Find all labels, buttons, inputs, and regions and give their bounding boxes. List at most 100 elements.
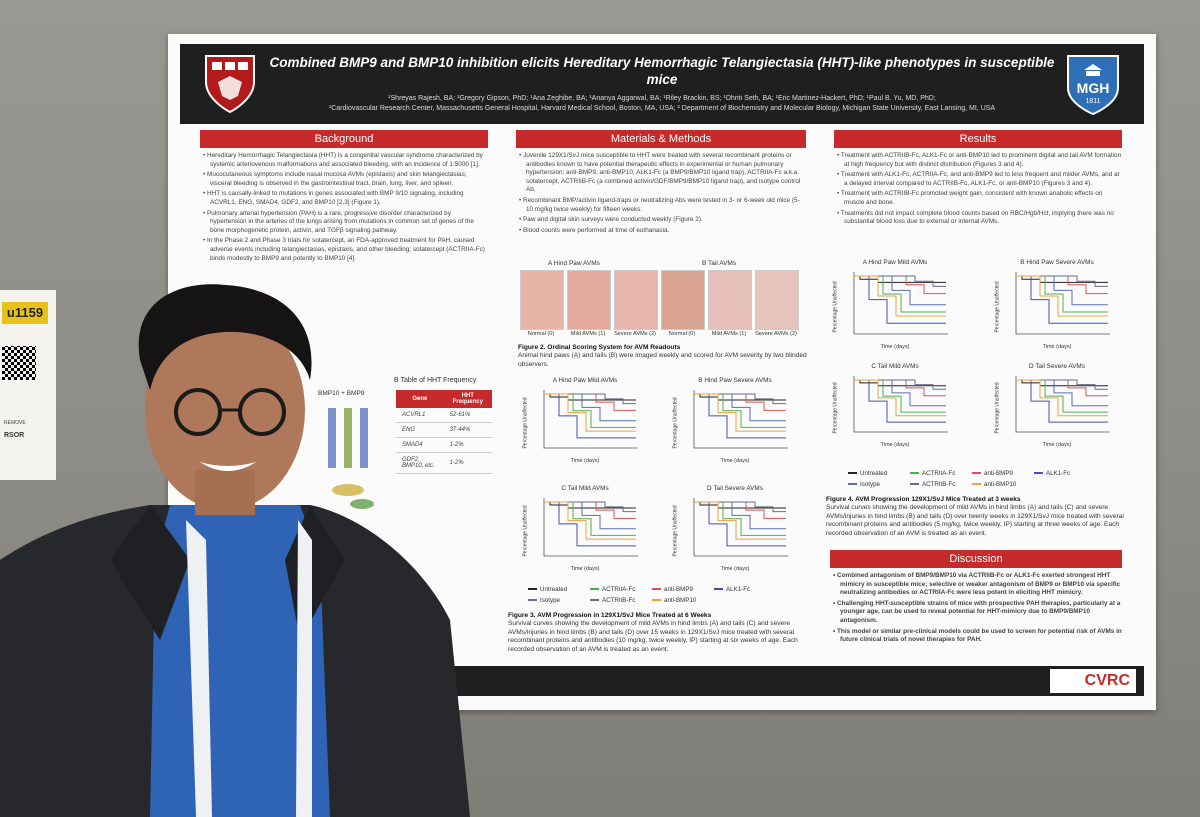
legend-entry: anti-BMP9 [652,586,693,593]
bullet-item: • Paw and digital skin surveys were cond… [519,216,703,224]
fig3-caption-title: Figure 3. AVM Progression in 129X1/SvJ M… [508,612,712,619]
table-cell: GDF2, BMP10, etc. [396,452,444,474]
plot-title: C Tail Mild AVMs [871,363,919,370]
legend-entry: Isotype [528,597,560,604]
plot-title: A Hind Paw Mild AVMs [552,377,618,384]
fig3-caption: Figure 3. AVM Progression in 129X1/SvJ M… [508,612,808,654]
fig2-b-title: B Tail AVMs [702,260,737,267]
legend-entry: anti-BMP10 [652,597,696,604]
survival-curve [544,501,636,513]
plot-xlabel: Time (days) [570,458,600,464]
plot-title: B Hind Paw Severe AVMs [698,377,772,384]
plot-title: A Hind Paw Mild AVMs [862,259,928,266]
fig2-photo-label: Mild AVMs (1) [711,331,747,337]
survival-curve [1016,379,1108,390]
bullet-item: • Treatments did not impact complete blo… [837,209,1114,226]
plot-xlabel: Time (days) [720,458,750,464]
survival-plot: D Tail Severe AVMs Time (days) Percentage … [673,485,790,572]
legend-entry: Isotype [848,481,880,488]
fig4-caption-title: Figure 4. AVM Progression 129X1/SvJ Mice… [826,496,1021,503]
fig2-photo-label: Severe AVMs (2) [614,331,656,337]
survival-curve [544,393,636,405]
legend-entry: anti-BMP10 [972,481,1016,488]
survival-curve [854,379,946,390]
legend-entry: anti-BMP9 [972,470,1013,477]
fig2-photo [755,270,799,330]
cvrc-logo: CVRC [1050,669,1136,693]
sign-tag: RSOR [4,432,25,439]
fig3-caption-text: Survival curves showing the development … [508,620,798,653]
discussion-bullets: • Combined antagonism of BMP9/BMP10 via … [832,572,1122,647]
fig4-caption-text: Survival curves showing the development … [826,504,1124,537]
plot-xlabel: Time (days) [570,566,600,572]
legend-entry: ACTRIIB-Fc [590,597,635,604]
survival-curve [854,275,946,287]
fig4-legend: Untreated ACTRIIA-Fc anti-BMP9 ALK1-Fc Isoty… [848,470,1128,492]
fig2-caption-text: Animal hind paws (A) and tails (B) were … [518,352,807,368]
survival-plot: D Tail Severe AVMs Time (days) Percentage … [995,363,1112,448]
plot-xlabel: Time (days) [880,344,910,350]
fig2-photo-label: Normal (0) [668,331,696,337]
fig2-caption: Figure 2. Ordinal Scoring System for AVM… [518,344,808,369]
legend-entry: ALK1-Fc [714,586,750,593]
author-list: ¹Shreyas Rajesh, BA; ¹Gregory Gipson, Ph… [388,95,936,102]
legend-entry: ACTRIIA-Fc [910,470,955,477]
survival-plot: B Hind Paw Severe AVMs Time (days) Percent… [673,377,790,464]
plot-axes [1015,376,1110,433]
table-row: ACVRL1 52-61% [396,408,492,423]
fig2-photo [614,270,658,330]
bullet-item: • Treatment with ALK1-Fc, ACTRIIA-Fc, an… [837,171,1120,187]
fig2-caption-title: Figure 2. Ordinal Scoring System for AVM… [518,344,681,351]
table-col-frequency: HHT Frequency [443,390,492,408]
bullet-item: • Mucocutaneous symptoms include nasal m… [203,171,467,187]
bullet-item: • Hereditary Hemorrhagic Telangiectasia … [203,152,483,168]
plot-canvas [543,390,638,449]
plot-axes [543,390,638,449]
plot-axes [853,272,948,335]
plot-canvas [693,498,788,557]
fig3-legend: Untreated ACTRIIA-Fc anti-BMP9 ALK1-Fc Isoty… [528,586,808,608]
harvard-shield-icon [205,55,255,114]
survival-plot: A Hind Paw Mild AVMs Time (days) Percentag… [523,377,640,464]
plot-title: D Tail Severe AVMs [707,485,763,492]
legend-entry: ACTRIIB-Fc [910,481,955,488]
bullet-item: • This model or similar pre-clinical mod… [833,627,1122,644]
methods-heading: Materials & Methods [516,130,806,148]
table-col-gene: Gene [396,390,444,408]
mgh-logo: MGH 1811 [1064,54,1122,116]
survival-plot: A Hind Paw Mild AVMs Time (days) Percentag… [833,259,950,350]
bullet-item: • Recombinant BMP/activin ligand-traps o… [519,196,800,213]
survival-curve [694,501,786,540]
table-row: SMAD4 1-2% [396,437,492,453]
bullet-item: • Treatment with ACTRIIB-Fc, ALK1-Fc or … [837,152,1122,168]
survival-curve [544,501,636,540]
legend-entry: ALK1-Fc [1034,470,1070,477]
qr-code [2,346,36,380]
table-heading: B Table of HHT Frequency [394,377,477,384]
plot-xlabel: Time (days) [1042,442,1072,448]
plot-axes [693,498,788,557]
plot-canvas [543,498,638,557]
fig2-photo [708,270,752,330]
bullet-item: • HHT is causally-linked to mutations in… [203,190,464,206]
bullet-item: • Combined antagonism of BMP9/BMP10 via … [833,572,1121,597]
methods-bullets: • Juvenile 129X1/SvJ mice susceptible to… [518,152,806,237]
background-heading: Background [200,130,488,148]
plot-canvas [853,272,948,335]
survival-curve [854,379,946,417]
fig4-caption: Figure 4. AVM Progression 129X1/SvJ Mice… [826,496,1126,538]
bullet-item: • Blood counts were performed at time of… [519,226,670,234]
bullet-item: • In the Phase 2 and Phase 3 trials for … [203,237,485,262]
bullet-item: • Pulmonary arterial hypertension (PAH) … [203,209,474,234]
survival-curve [694,393,786,405]
plot-xlabel: Time (days) [720,566,750,572]
survival-plot: B Hind Paw Severe AVMs Time (days) Percent… [995,259,1112,350]
plot-xlabel: Time (days) [880,442,910,448]
sign-number: u1159 [2,302,48,324]
survival-curve [854,275,946,317]
side-sign: u1159 REMOVE RSOR [0,290,56,480]
sign-remove-text: REMOVE [4,420,26,426]
plot-axes [1015,272,1110,335]
table-cell: 37-44% [443,422,492,438]
survival-plot: C Tail Mild AVMs Time (days) Percentage Un… [523,485,640,572]
